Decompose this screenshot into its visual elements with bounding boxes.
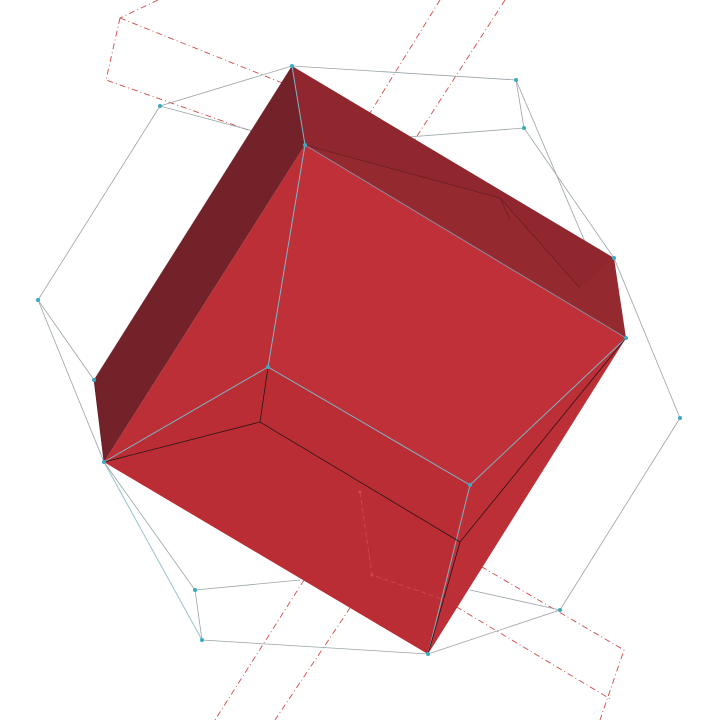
vertex-dot-icon	[514, 78, 518, 82]
vertex-dot-icon	[102, 460, 106, 464]
dashed-frame-top-left	[105, 17, 306, 151]
vertex-dot-icon	[358, 490, 362, 494]
vertex-dot-icon	[426, 652, 430, 656]
vertex-dot-icon	[303, 143, 307, 147]
edge-bottom-diag	[427, 484, 471, 655]
edge-dark-top-b	[499, 197, 511, 221]
edge-left-face-top	[93, 65, 293, 381]
vertex-dot-icon	[92, 378, 96, 382]
wire-bottom-a	[194, 579, 301, 591]
cube-edges	[93, 65, 627, 655]
vertex-dot-icon	[678, 416, 682, 420]
dashed-line-top-a	[119, 0, 159, 19]
edge-left-face-bottom	[93, 379, 105, 463]
vertex-dot-icon	[468, 483, 472, 487]
vertex-dot-icon	[558, 608, 562, 612]
vertex-dot-icon	[624, 336, 628, 340]
vertex-dot-icon	[36, 298, 40, 302]
dashed-line-top-c	[407, 0, 506, 151]
vertex-dot-icon	[522, 126, 526, 130]
edge-dark-inner-b	[259, 366, 269, 423]
vertex-dot-icon	[266, 365, 270, 369]
edge-top-right	[304, 144, 627, 339]
edge-top-ridge	[291, 65, 306, 146]
dashed-line-bottom-a	[214, 491, 361, 720]
vertex-dot-icon	[193, 588, 197, 592]
vertex-dot-icon	[370, 573, 374, 577]
edge-dark-inner-c	[459, 337, 627, 543]
vertex-dot-icon	[158, 104, 162, 108]
dashed-frame-bottom-right	[469, 559, 625, 720]
edge-cyan-bottom	[103, 461, 203, 641]
wire-top-left	[37, 65, 293, 381]
edge-left-diag	[103, 366, 269, 463]
top-inner-shade	[292, 66, 614, 288]
edge-dark-inner-d	[427, 541, 461, 655]
vertex-dot-icon	[290, 64, 294, 68]
front-inner-panel	[268, 145, 626, 485]
vertex-dot-icon	[612, 256, 616, 260]
vertices	[36, 64, 682, 656]
red-cube	[94, 66, 626, 654]
dashed-line-top-d	[119, 17, 301, 91]
wire-bottom-b	[469, 589, 561, 611]
cube-face-left	[94, 66, 305, 462]
vertex-dot-icon	[200, 638, 204, 642]
edge-inner-front	[267, 144, 627, 486]
